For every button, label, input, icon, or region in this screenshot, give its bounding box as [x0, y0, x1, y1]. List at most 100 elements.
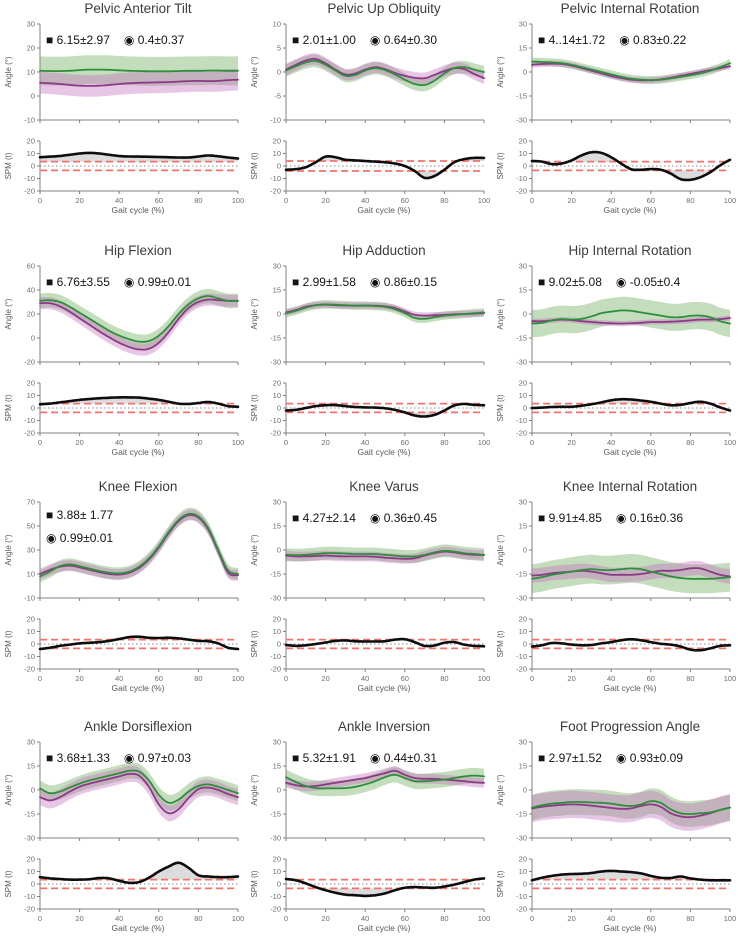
y-tick-label: 30: [27, 20, 35, 29]
green-line: [531, 309, 731, 325]
spm-t-line: [38, 396, 240, 409]
subplot-foot-progression-angle: Foot Progression Angle -30 -15 0 15 30 Angle (…: [492, 700, 738, 945]
spm-plot: -20 -10 0 10 20 0 20 40 60 80 100 SPM (t): [4, 379, 245, 447]
stats-annotation: ■ 6.15±2.97 ◉ 0.4±0.37: [46, 33, 185, 47]
green-line: [285, 60, 485, 87]
y-tick-label: 0: [277, 546, 281, 555]
y-tick-label: 0: [523, 310, 527, 319]
magenta-band: [286, 766, 484, 792]
y-tick-label: -30: [516, 116, 527, 125]
spm-t-line: [530, 397, 732, 412]
stats-annotation: ■ 4.27±2.14 ◉ 0.36±0.45: [292, 511, 437, 525]
subplot-title: Hip Flexion: [104, 243, 172, 258]
y-axis-title: Angle (°): [4, 534, 13, 566]
y-tick-label: 10: [273, 20, 281, 29]
x-tick-label: 60: [401, 196, 409, 205]
magenta-line: [531, 803, 731, 819]
y-tick-label: 10: [273, 867, 281, 876]
x-tick-label: 0: [38, 438, 42, 447]
spm-plot: -20 -10 0 10 20 0 20 40 60 80 100 SPM (t): [4, 137, 244, 205]
y-tick-label: 0: [277, 640, 281, 649]
y-tick-label: 20: [27, 137, 35, 146]
y-tick-label: -15: [516, 334, 527, 343]
y-tick-label: 10: [273, 627, 281, 636]
suprathreshold-shade-lower: [532, 170, 730, 180]
subplot-knee-varus: Knee Varus -30 -15 0 15 30 Angle (°) ■ 4.27±2.1…: [246, 462, 492, 700]
y-tick-label: 20: [273, 379, 281, 388]
y-tick-label: 15: [273, 522, 281, 531]
y-tick-label: -10: [24, 892, 35, 901]
x-tick-label: 80: [686, 914, 694, 923]
x-tick-label: 0: [284, 914, 288, 923]
subplot-title: Knee Varus: [349, 479, 419, 494]
x-tick-label: 60: [647, 196, 655, 205]
x-tick-label: 100: [478, 914, 491, 923]
x-tick-label: 20: [321, 438, 329, 447]
y-tick-label: 20: [519, 379, 527, 388]
y-axis-title: Angle (°): [496, 298, 505, 330]
angle-plot: -30 -15 0 15 30 Angle (°) ■ 9.91±4.85 ◉ 0.16±0.…: [496, 498, 731, 603]
y-tick-label: 30: [273, 498, 281, 507]
y-tick-label: -15: [24, 810, 35, 819]
x-axis-label: Gait cycle (%): [111, 447, 165, 457]
y-tick-label: -10: [270, 416, 281, 425]
spm-t-line: [284, 155, 486, 180]
subplot-title: Foot Progression Angle: [559, 719, 701, 734]
x-tick-label: 40: [607, 674, 615, 683]
x-tick-label: 40: [115, 674, 123, 683]
stats-annotation: ■ 2.97±1.52 ◉ 0.93±0.09: [538, 751, 683, 765]
y-axis-title: Angle (°): [496, 534, 505, 566]
y-axis-title: SPM (t): [496, 630, 505, 657]
x-tick-label: 40: [361, 674, 369, 683]
x-axis-label: Gait cycle (%): [357, 447, 411, 457]
y-tick-label: 20: [273, 855, 281, 864]
magenta-line: [39, 78, 239, 87]
angle-plot: -30 -15 0 15 30 Angle (°) ■ 2.99±1.58 ◉ 0.86±0.…: [250, 262, 485, 367]
spm-t-line: [530, 638, 732, 652]
x-tick-label: 40: [115, 196, 123, 205]
angle-plot: -30 -15 0 15 30 Angle (°) ■ 4.27±2.14 ◉ 0.36±0.…: [250, 498, 485, 603]
y-tick-label: -30: [24, 834, 35, 843]
x-axis-label: Gait cycle (%): [603, 205, 657, 215]
suprathreshold-shade-upper: [40, 636, 238, 640]
y-tick-label: -20: [516, 429, 527, 438]
angle-plot: -30 -15 0 15 30 Angle (°) ■ 3.68±1.33 ◉ 0.97±0.…: [4, 738, 239, 843]
x-tick-label: 80: [686, 438, 694, 447]
subplot-title: Knee Internal Rotation: [562, 479, 698, 494]
y-tick-label: 0: [523, 162, 527, 171]
x-axis-label: Gait cycle (%): [603, 683, 657, 693]
y-tick-label: 20: [519, 137, 527, 146]
spm-plot: -20 -10 0 10 20 0 20 40 60 80 100 SPM (t): [4, 855, 244, 923]
x-tick-label: 80: [194, 438, 202, 447]
x-tick-label: 80: [686, 196, 694, 205]
subplot-title: Pelvic Up Obliquity: [327, 1, 441, 16]
stats-annotation: ■ 9.02±5.08 ◉ -0.05±0.4: [538, 275, 681, 289]
magenta-line: [285, 769, 485, 788]
green-line: [39, 769, 239, 804]
y-tick-label: 30: [519, 262, 527, 271]
x-tick-label: 100: [724, 674, 737, 683]
stats-annotation: ■ 2.99±1.58 ◉ 0.86±0.15: [292, 275, 437, 289]
y-axis-title: Angle (°): [4, 298, 13, 330]
x-axis-label: Gait cycle (%): [111, 923, 165, 933]
subplot-title: Pelvic Anterior Tilt: [84, 1, 192, 16]
x-tick-label: 60: [647, 914, 655, 923]
y-tick-label: 20: [273, 615, 281, 624]
x-tick-label: 80: [440, 914, 448, 923]
y-tick-label: 10: [273, 149, 281, 158]
spm-plot: -20 -10 0 10 20 0 20 40 60 80 100 SPM (t): [4, 615, 244, 683]
y-tick-label: 10: [519, 149, 527, 158]
x-tick-label: 100: [232, 438, 245, 447]
y-tick-label: 0: [31, 786, 35, 795]
x-tick-label: 0: [530, 196, 534, 205]
green-band: [532, 296, 730, 338]
suprathreshold-shade-lower: [286, 171, 484, 179]
y-tick-label: -15: [270, 810, 281, 819]
stats-annotation: ■ 5.32±1.91 ◉ 0.44±0.31: [292, 751, 437, 765]
x-tick-label: 40: [361, 438, 369, 447]
y-tick-label: 0: [523, 640, 527, 649]
green-band: [532, 554, 730, 594]
y-tick-label: 0: [31, 162, 35, 171]
spm-t-line: [530, 869, 732, 882]
y-axis-title: SPM (t): [250, 870, 259, 897]
